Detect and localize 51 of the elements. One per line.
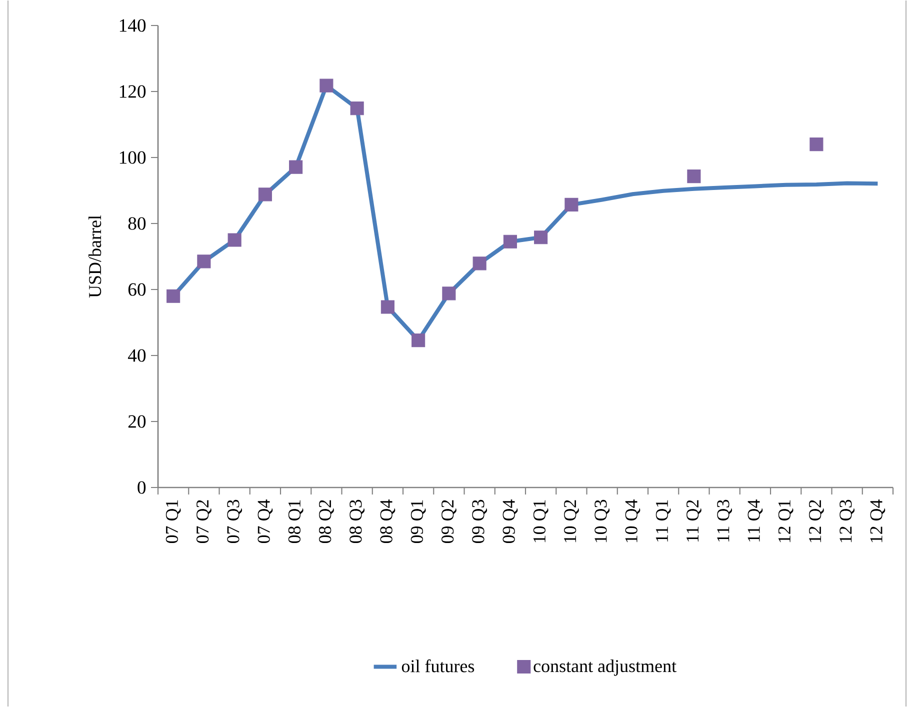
x-tick-label: 09 Q2 [441, 500, 456, 544]
x-tick-label: 12 Q4 [870, 499, 886, 542]
x-tick-label: 10 Q2 [564, 500, 579, 542]
point [258, 188, 272, 202]
x-tick-label: 07 Q1 [166, 500, 181, 544]
legend-label: constant adjustment [534, 660, 676, 676]
x-tick-label: 10 Q3 [594, 500, 610, 542]
point [289, 160, 303, 174]
x-tick-label: 11 Q2 [686, 500, 702, 542]
x-tick-label: 10 Q1 [533, 500, 548, 542]
x-tick-label: 11 Q4 [748, 500, 763, 542]
x-tick-label: 08 Q2 [318, 500, 334, 544]
x-tick-label: 12 Q1 [778, 500, 794, 542]
legend-label: oil futures [402, 659, 474, 672]
y-tick-label: 120 [120, 85, 146, 98]
point [564, 198, 578, 212]
x-tick-label: 12 Q3 [840, 500, 854, 542]
y-tick-label: 100 [120, 151, 146, 164]
x-tick-label: 09 Q3 [472, 500, 488, 544]
point [810, 138, 824, 152]
x-tick-label: 08 Q4 [380, 499, 396, 544]
point [380, 300, 394, 314]
point [687, 170, 701, 184]
point [472, 256, 486, 270]
x-tick-label: 11 Q1 [656, 500, 671, 542]
point [442, 286, 456, 300]
point [197, 254, 211, 268]
x-tick-label: 09 Q4 [502, 499, 518, 544]
x-tick-label: 07 Q4 [258, 499, 273, 544]
y-axis-title: USD/barrel [88, 215, 102, 298]
y-tick-label: 40 [128, 349, 146, 362]
point [320, 78, 334, 92]
x-tick-label: 11 Q3 [717, 500, 732, 542]
y-tick-label: 0 [138, 481, 146, 494]
y-tick-label: 20 [128, 415, 146, 428]
y-tick-label: 60 [128, 283, 146, 296]
x-tick-label: 07 Q2 [196, 500, 212, 544]
point [228, 233, 242, 247]
point [503, 234, 517, 248]
y-tick-label: 80 [128, 217, 146, 230]
point [350, 102, 364, 116]
x-tick-label: 08 Q1 [288, 500, 304, 544]
y-tick-label: 140 [120, 19, 146, 32]
point [534, 230, 548, 244]
x-tick-label: 07 Q3 [227, 500, 242, 544]
x-tick-label: 10 Q4 [625, 499, 640, 542]
x-tick-label: 08 Q3 [350, 500, 365, 544]
point [412, 334, 426, 348]
x-tick-label: 12 Q2 [809, 500, 824, 542]
x-tick-label: 09 Q1 [410, 500, 426, 544]
point [166, 289, 180, 303]
